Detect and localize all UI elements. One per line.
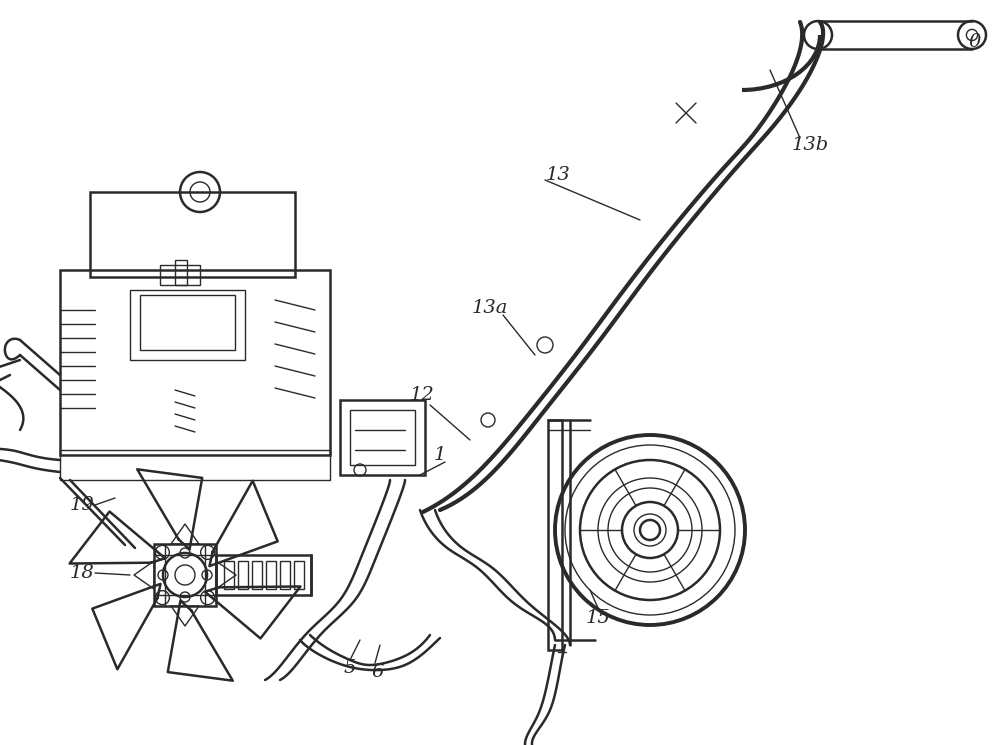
Bar bbox=[340, 400, 425, 475]
Text: 6: 6 bbox=[372, 663, 384, 681]
Bar bbox=[175, 260, 187, 285]
Bar bbox=[90, 192, 295, 277]
Bar bbox=[294, 561, 304, 589]
Bar bbox=[350, 410, 415, 465]
Bar bbox=[224, 561, 234, 589]
Text: 19: 19 bbox=[70, 496, 94, 514]
Bar bbox=[60, 450, 330, 480]
Bar bbox=[160, 265, 200, 285]
Text: 13: 13 bbox=[546, 166, 570, 184]
Text: 5: 5 bbox=[344, 659, 356, 677]
Bar bbox=[280, 561, 290, 589]
Bar bbox=[266, 561, 276, 589]
Text: 12: 12 bbox=[410, 386, 434, 404]
Bar bbox=[548, 420, 562, 650]
Bar bbox=[154, 544, 216, 606]
Text: 13a: 13a bbox=[472, 299, 508, 317]
Bar bbox=[130, 290, 245, 360]
Text: 0: 0 bbox=[969, 33, 981, 51]
Bar bbox=[216, 555, 311, 595]
Bar bbox=[140, 295, 235, 350]
Bar bbox=[238, 561, 248, 589]
Bar bbox=[60, 270, 330, 455]
Bar bbox=[252, 561, 262, 589]
Text: 18: 18 bbox=[70, 564, 94, 582]
Text: 1: 1 bbox=[434, 446, 446, 464]
Text: 13b: 13b bbox=[791, 136, 829, 154]
Text: 15: 15 bbox=[586, 609, 610, 627]
